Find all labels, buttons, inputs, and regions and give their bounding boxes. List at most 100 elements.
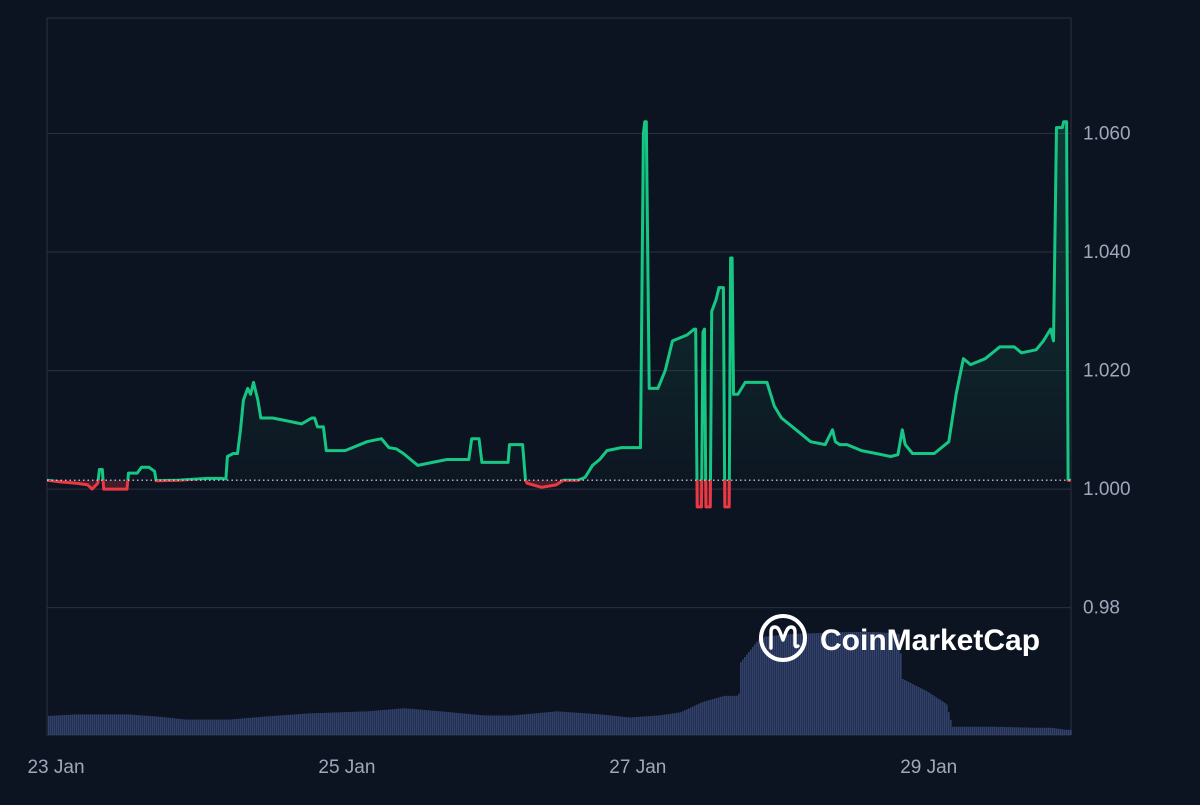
volume-bar [174, 718, 176, 735]
x-axis-labels: 23 Jan 25 Jan 27 Jan 29 Jan [27, 757, 957, 778]
volume-bar [300, 713, 302, 735]
volume-bar [890, 633, 892, 735]
volume-bar [474, 714, 476, 735]
volume-bar [310, 713, 312, 735]
volume-bar [626, 717, 628, 735]
volume-bar [142, 715, 144, 735]
volume-bar [166, 717, 168, 735]
volume-bar [280, 715, 282, 735]
volume-bar [1020, 727, 1022, 735]
volume-bar [736, 695, 738, 735]
volume-bar [534, 713, 536, 735]
volume-bar [1064, 729, 1066, 735]
volume-bar [814, 633, 816, 735]
volume-bar [600, 714, 602, 735]
volume-bar [1030, 727, 1032, 735]
volume-bar [334, 712, 336, 735]
volume-bar [450, 712, 452, 735]
volume-bar [734, 695, 736, 735]
volume-bar [502, 715, 504, 735]
volume-bar [944, 702, 946, 735]
volume-bar [858, 632, 860, 735]
volume-bar [588, 713, 590, 735]
volume-bar [218, 719, 220, 735]
volume-bar [444, 711, 446, 735]
volume-bar [368, 711, 370, 735]
volume-bar [840, 632, 842, 735]
volume-bar [908, 682, 910, 735]
volume-bar [476, 714, 478, 735]
volume-bar [730, 695, 732, 735]
volume-bar [702, 701, 704, 735]
volume-bar [974, 726, 976, 735]
volume-bar [324, 712, 326, 735]
volume-bar [952, 726, 954, 735]
volume-bar [998, 726, 1000, 735]
volume-bar [1040, 727, 1042, 735]
volume-bar [400, 708, 402, 735]
volume-bar [236, 718, 238, 735]
volume-bar [144, 715, 146, 735]
volume-bar [644, 716, 646, 735]
volume-bar [1014, 727, 1016, 735]
volume-bar [372, 710, 374, 735]
volume-bar [196, 719, 198, 735]
volume-bar [214, 719, 216, 735]
volume-bar [510, 715, 512, 735]
volume-bar [822, 632, 824, 735]
volume-bar [758, 639, 760, 735]
volume-bar [910, 683, 912, 735]
volume-bar [722, 696, 724, 735]
volume-bar [296, 714, 298, 735]
price-line [47, 120, 1071, 509]
volume-bar [920, 688, 922, 735]
volume-bar [912, 684, 914, 735]
y-tick-label: 1.020 [1083, 361, 1131, 382]
x-tick-label: 23 Jan [27, 757, 84, 778]
volume-bar [186, 719, 188, 735]
volume-bar [966, 726, 968, 735]
volume-bar [648, 716, 650, 735]
volume-bar [184, 719, 186, 735]
volume-bar [490, 715, 492, 735]
volume-bar [928, 692, 930, 735]
volume-bar [130, 714, 132, 735]
volume-bar [888, 633, 890, 735]
volume-bar [138, 715, 140, 735]
volume-bar [546, 712, 548, 735]
volume-bar [274, 715, 276, 735]
volume-bar [1002, 726, 1004, 735]
volume-bar [506, 715, 508, 735]
y-tick-label: 1.000 [1083, 479, 1131, 500]
volume-bar [76, 714, 78, 735]
volume-bar [970, 726, 972, 735]
volume-bar [846, 632, 848, 735]
volume-bar [906, 681, 908, 735]
volume-bar [446, 711, 448, 735]
volume-bar [934, 696, 936, 735]
volume-bar [430, 710, 432, 735]
volume-bar [756, 641, 758, 735]
volume-bar [58, 715, 60, 735]
volume-bar [606, 715, 608, 735]
volume-bar [472, 714, 474, 735]
volume-bar [658, 715, 660, 735]
volume-bar [838, 632, 840, 735]
volume-bar [102, 714, 104, 735]
volume-bar [898, 633, 900, 735]
volume-bar [1052, 727, 1054, 735]
volume-bar [414, 709, 416, 735]
volume-bar [662, 714, 664, 735]
x-tick-label: 29 Jan [900, 757, 957, 778]
volume-bar [198, 719, 200, 735]
volume-bar [336, 712, 338, 735]
volume-bar [92, 714, 94, 735]
volume-bar [288, 714, 290, 735]
volume-bar [112, 714, 114, 735]
volume-bar [84, 714, 86, 735]
y-tick-label: 1.060 [1083, 124, 1131, 145]
volume-bar [332, 712, 334, 735]
volume-bar [226, 719, 228, 735]
volume-bar [760, 637, 762, 735]
